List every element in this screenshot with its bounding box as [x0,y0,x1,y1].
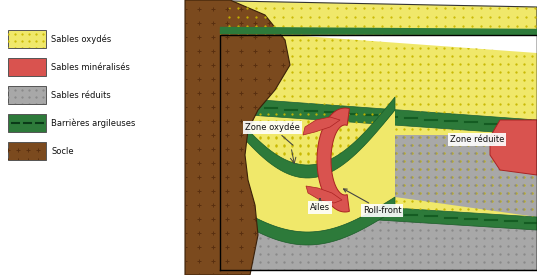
Text: Zone oxydée: Zone oxydée [245,122,300,145]
Text: Ailes: Ailes [310,199,330,212]
Polygon shape [395,135,537,217]
Bar [8,86,46,104]
Polygon shape [220,113,537,217]
Text: Sables minéralisés: Sables minéralisés [51,62,130,72]
Polygon shape [317,108,350,212]
Polygon shape [220,97,395,178]
Polygon shape [220,97,537,135]
Text: Socle: Socle [51,147,74,155]
Polygon shape [220,210,537,270]
Text: Zone réduite: Zone réduite [450,135,504,145]
Polygon shape [303,117,340,135]
Text: Roll-front: Roll-front [344,189,402,215]
Polygon shape [490,120,537,175]
Bar [8,58,46,76]
Text: Barrières argileuses: Barrières argileuses [51,118,135,128]
Text: Sables oxydés: Sables oxydés [51,34,111,44]
Polygon shape [220,30,537,120]
Polygon shape [220,197,537,230]
Polygon shape [306,186,342,203]
Polygon shape [220,197,395,245]
Bar [8,142,46,160]
Polygon shape [185,0,290,275]
Bar [8,114,46,132]
Polygon shape [220,1,537,35]
Bar [8,30,46,48]
Polygon shape [220,110,395,232]
Text: Sables réduits: Sables réduits [51,90,111,100]
